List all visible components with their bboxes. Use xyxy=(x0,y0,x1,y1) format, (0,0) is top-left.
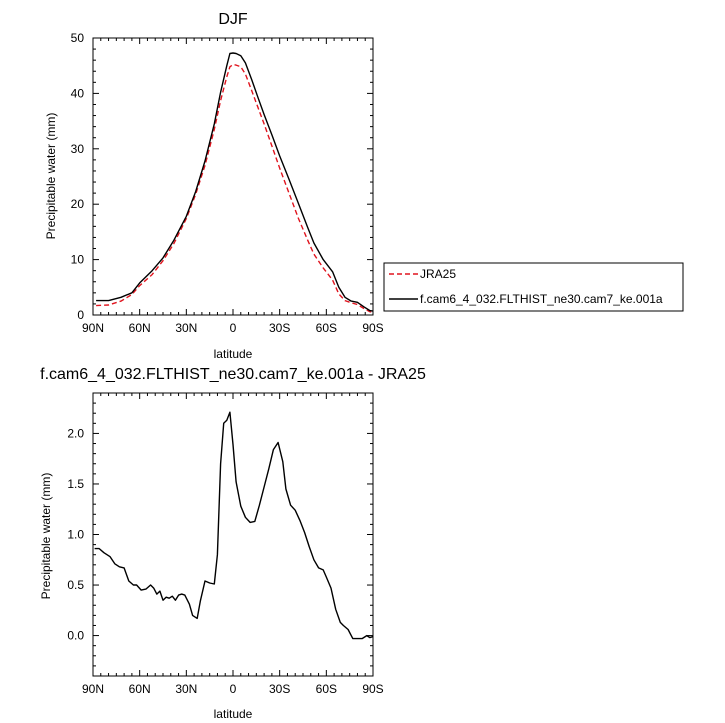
top-chart-y-axis-title: Precipitable water (mm) xyxy=(44,113,58,240)
top-chart-plot-frame xyxy=(92,37,374,316)
bottom-chart-series-line-1 xyxy=(94,411,374,640)
bottom-chart-plot-frame xyxy=(92,392,374,677)
top-chart-legend: JRA25 f.cam6_4_032.FLTHIST_ne30.cam7_ke.… xyxy=(383,262,684,312)
legend-label-jra25: JRA25 xyxy=(420,267,456,281)
y-tick-label: 0.5 xyxy=(67,578,84,592)
x-tick-label: 30N xyxy=(175,682,197,696)
y-tick-label: 1.0 xyxy=(67,528,84,542)
top-chart-title: DJF xyxy=(218,11,248,28)
legend-label-model: f.cam6_4_032.FLTHIST_ne30.cam7_ke.001a xyxy=(420,292,663,306)
top-chart-panel: DJF latitude Precipitable water (mm) 90N… xyxy=(44,11,384,361)
x-tick-label: 30S xyxy=(269,682,290,696)
bottom-chart-panel: f.cam6_4_032.FLTHIST_ne30.cam7_ke.001a -… xyxy=(39,366,426,721)
x-tick-label: 30N xyxy=(175,321,197,335)
y-tick-label: 2.0 xyxy=(67,426,84,440)
y-tick-label: 1.5 xyxy=(67,477,84,491)
legend-box xyxy=(383,262,684,312)
x-tick-label: 90S xyxy=(362,682,383,696)
bottom-chart-tick-labels: 90N 60N 30N 0 30S 60S 90S 0.0 0.5 1.0 1.5 2.0 xyxy=(67,426,383,696)
x-tick-label: 0 xyxy=(230,321,237,335)
bottom-chart-ticks xyxy=(92,392,374,677)
x-tick-label: 0 xyxy=(230,682,237,696)
top-chart-tick-labels: 90N 60N 30N 0 30S 60S 90S 0 10 20 30 40 50 xyxy=(71,31,384,335)
bottom-chart-x-axis-title: latitude xyxy=(214,707,253,721)
top-chart-ticks xyxy=(92,37,374,316)
y-tick-label: 50 xyxy=(71,31,85,45)
y-tick-label: 30 xyxy=(71,142,85,156)
x-tick-label: 90N xyxy=(82,321,104,335)
y-tick-label: 40 xyxy=(71,86,85,100)
x-tick-label: 60N xyxy=(129,321,151,335)
x-tick-label: 60S xyxy=(316,321,337,335)
y-tick-label: 0 xyxy=(77,308,84,322)
bottom-chart-title: f.cam6_4_032.FLTHIST_ne30.cam7_ke.001a -… xyxy=(40,366,426,383)
bottom-chart-series-lines xyxy=(94,411,374,640)
x-tick-label: 90S xyxy=(362,321,383,335)
y-tick-label: 20 xyxy=(71,197,85,211)
bottom-chart-y-axis-title: Precipitable water (mm) xyxy=(39,473,53,600)
top-chart-x-axis-title: latitude xyxy=(214,347,253,361)
y-tick-label: 0.0 xyxy=(67,629,84,643)
top-chart-series-line-1 xyxy=(96,63,374,313)
top-chart-series-line-2 xyxy=(96,52,374,312)
x-tick-label: 90N xyxy=(82,682,104,696)
x-tick-label: 60N xyxy=(129,682,151,696)
top-chart-series-lines xyxy=(96,52,374,313)
x-tick-label: 60S xyxy=(316,682,337,696)
y-tick-label: 10 xyxy=(71,253,85,267)
x-tick-label: 30S xyxy=(269,321,290,335)
